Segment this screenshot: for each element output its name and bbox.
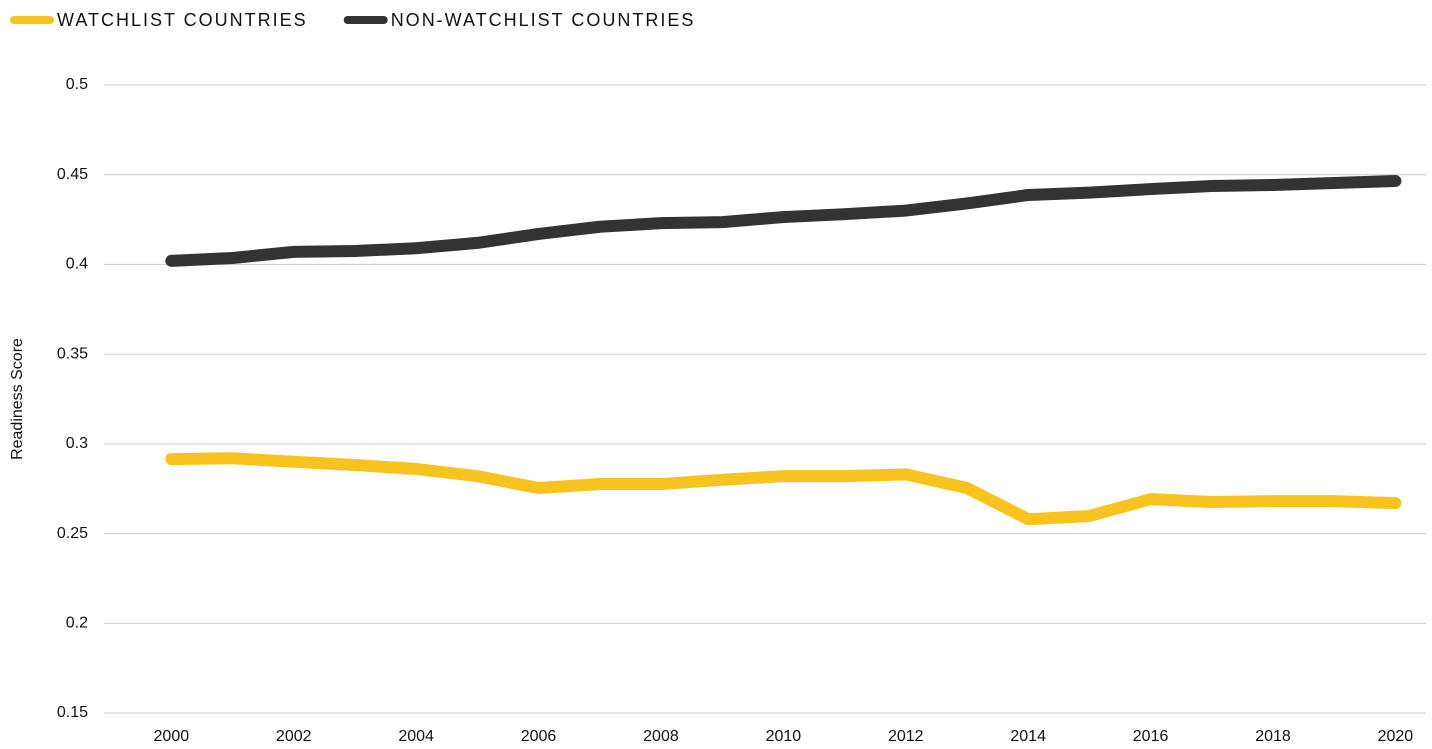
x-tick-label: 2016 <box>1133 728 1169 745</box>
y-axis-label: Readiness Score <box>9 338 26 460</box>
x-tick-label: 2020 <box>1378 728 1414 745</box>
x-tick-label: 2010 <box>766 728 802 745</box>
x-tick-label: 2012 <box>888 728 924 745</box>
series-line <box>165 452 1402 526</box>
y-tick-label: 0.2 <box>66 615 88 632</box>
x-tick-label: 2014 <box>1010 728 1046 745</box>
legend-label: WATCHLIST COUNTRIES <box>57 10 308 30</box>
legend-label: NON-WATCHLIST COUNTRIES <box>391 10 696 30</box>
y-tick-label: 0.4 <box>66 256 88 273</box>
y-tick-label: 0.45 <box>57 166 88 183</box>
x-tick-label: 2002 <box>276 728 312 745</box>
y-tick-label: 0.3 <box>66 435 88 452</box>
x-tick-label: 2004 <box>398 728 434 745</box>
y-tick-label: 0.35 <box>57 345 88 362</box>
series-line <box>165 174 1402 267</box>
x-tick-label: 2006 <box>521 728 557 745</box>
y-tick-label: 0.25 <box>57 525 88 542</box>
x-tick-label: 2000 <box>154 728 190 745</box>
y-tick-label: 0.15 <box>57 704 88 721</box>
y-tick-label: 0.5 <box>66 76 88 93</box>
x-tick-label: 2008 <box>643 728 679 745</box>
x-tick-label: 2018 <box>1255 728 1291 745</box>
